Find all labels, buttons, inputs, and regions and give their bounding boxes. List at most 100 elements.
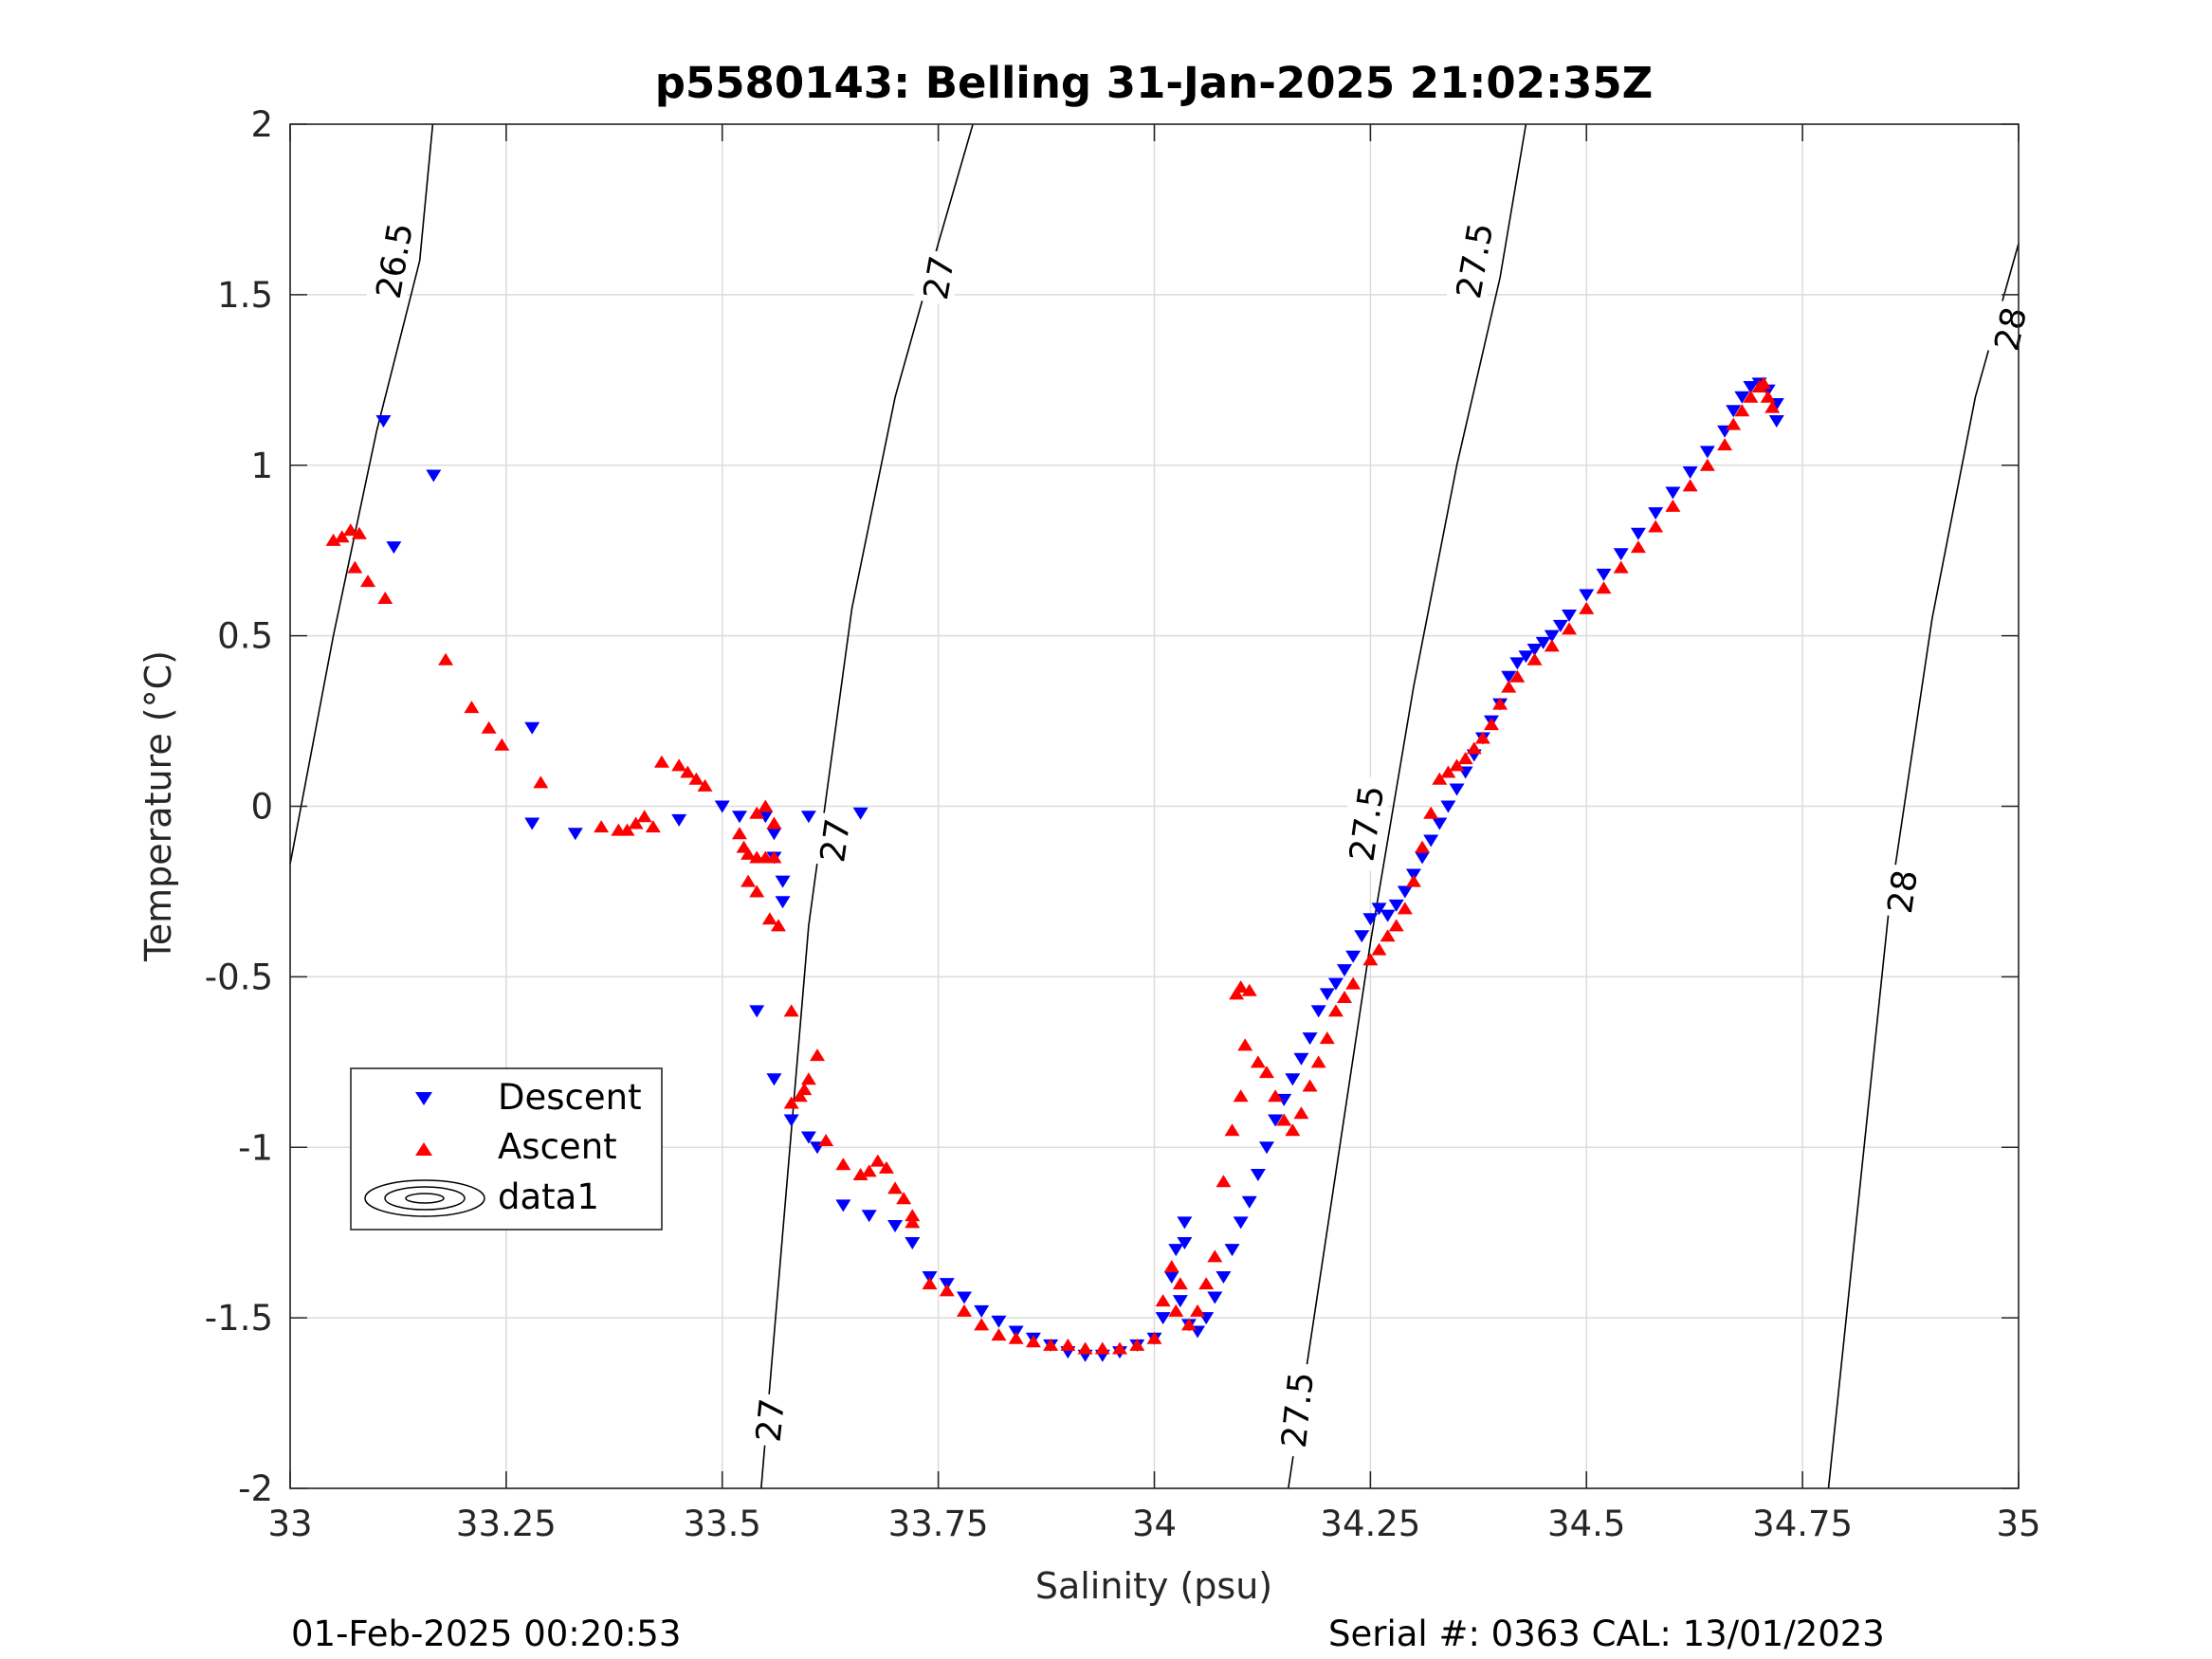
contour-label-bg [1271,1361,1321,1459]
y-tick-label: 1 [250,446,273,486]
descent-point [1177,1216,1193,1230]
contour-label: 27.5 [1339,774,1392,872]
ascent-point [1224,1123,1240,1137]
descent-point [1354,930,1370,943]
x-tick-label: 33.75 [888,1504,989,1544]
legend-ascent-label: Ascent [498,1126,617,1167]
ascent-point [1457,752,1473,765]
x-tick-label: 35 [1996,1504,2040,1544]
ascent-point [1172,1277,1188,1290]
ascent-point [377,592,393,605]
contour-line-26-5 [289,123,434,865]
descent-point [852,807,868,820]
ascent-point [766,850,782,864]
ascent-point [835,1158,851,1171]
descent-point [1345,950,1362,963]
ascent-point [1474,731,1490,744]
descent-point [1544,629,1560,643]
contour-label-bg [1445,210,1501,310]
descent-point [714,800,730,813]
ascent-point [956,1304,972,1317]
contour-label-bg [1877,863,1925,920]
contour-label-text: 27.5 [1275,1370,1322,1449]
ascent-point [1362,953,1379,966]
ascent-point [740,874,757,887]
legend-box [350,1067,663,1231]
ascent-point [1237,1038,1253,1051]
ascent-point [1155,1294,1171,1307]
ascent-point [731,827,747,840]
contour-label-text: 27 [917,253,962,302]
ascent-point [1008,1331,1024,1344]
ascent-point [761,912,777,925]
ascent-point [1380,929,1396,942]
contour-label: 27.5 [1445,210,1501,310]
ascent-point [1432,772,1448,785]
descent-point [1432,817,1448,830]
ascent-point [1310,1055,1326,1068]
ascent-point [1764,400,1781,413]
ascent-point [939,1284,955,1297]
ascent-point [351,526,367,539]
footer-serial-cal: Serial #: 0363 CAL: 13/01/2023 [1328,1613,1885,1654]
ascent-point [1060,1338,1076,1351]
ascent-point [1229,987,1245,1000]
legend-contour-icon [364,1179,485,1217]
descent-point [905,1236,921,1249]
descent-point [800,1131,816,1144]
ascent-point [766,816,782,830]
ascent-point [680,765,696,778]
descent-point [1665,486,1681,500]
y-tick-label: 0.5 [217,616,273,657]
ascent-point [887,1181,904,1194]
descent-point [1250,1169,1266,1182]
descent-point [1319,988,1335,1001]
descent-point [758,811,774,824]
ascent-point [1163,1260,1179,1273]
descent-point [1224,1244,1240,1257]
descent-point [766,828,782,841]
descent-point [991,1315,1007,1328]
descent-point [1285,1073,1301,1086]
descent-point [1726,405,1742,418]
ascent-point [1190,1304,1206,1317]
ascent-point [974,1318,990,1331]
descent-point [835,1199,851,1212]
descent-point [861,1210,877,1223]
ascent-point [905,1215,921,1229]
descent-point [1397,885,1413,899]
ascent-point [1405,874,1421,887]
contour-line-27-5 [1288,123,1527,1489]
contour-label: 27 [913,248,962,306]
descent-point [426,469,442,483]
ascent-point [1648,520,1664,533]
ascent-point [770,919,786,932]
contour-label: 28 [1877,863,1926,920]
descent-point [766,1073,782,1086]
ascent-point [325,533,341,546]
ascent-point [688,772,704,785]
y-tick-label: 0 [250,787,273,828]
ascent-point [1327,1004,1344,1017]
descent-point [800,811,816,824]
ascent-point [1734,404,1750,417]
descent-point [567,828,583,841]
descent-point [783,1114,799,1127]
ascent-point [783,1096,799,1109]
ascent-point [1293,1106,1309,1120]
ascent-point [1276,1113,1292,1126]
ascent-point [1526,652,1543,665]
contour-label: 27 [810,811,858,868]
descent-point [1734,391,1750,404]
y-tick-label: -1.5 [205,1298,273,1339]
ascent-point [1337,990,1353,1003]
ascent-point [1319,1031,1335,1045]
contour-label-text: 27 [750,1396,794,1444]
ascent-point [852,1168,868,1181]
descent-point [1630,527,1646,540]
descent-point [386,541,402,555]
descent-point [1535,636,1551,649]
ascent-point [533,775,549,789]
ascent-point [1233,980,1249,994]
